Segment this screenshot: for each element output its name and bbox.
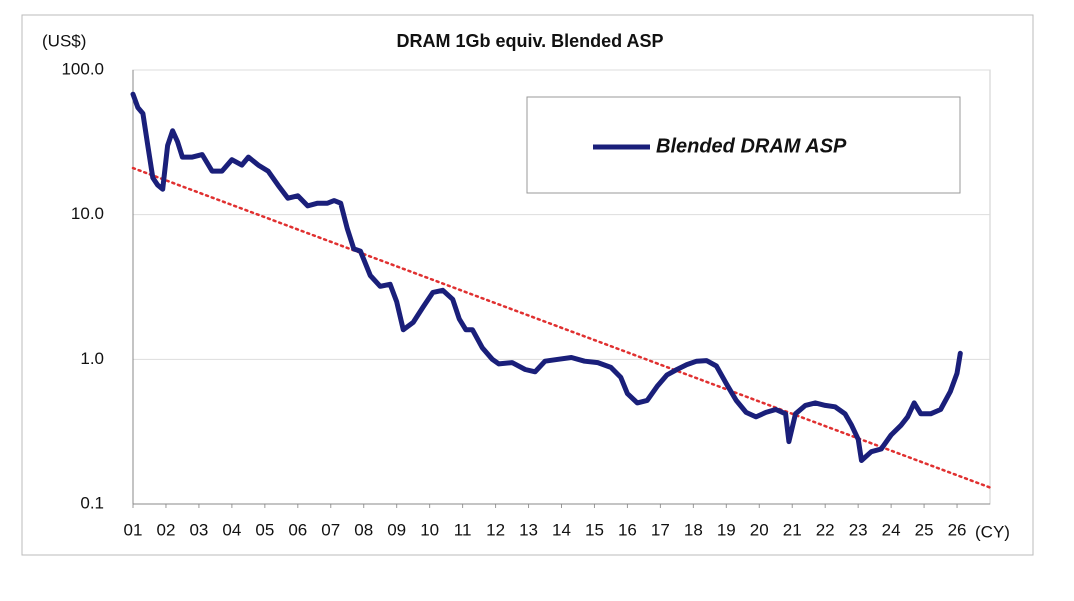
x-tick-label: 23 bbox=[849, 520, 868, 539]
x-tick-label: 26 bbox=[948, 520, 967, 539]
x-tick-label: 25 bbox=[915, 520, 934, 539]
x-tick-label: 13 bbox=[519, 520, 538, 539]
y-tick-label: 10.0 bbox=[71, 204, 104, 223]
x-tick-label: 01 bbox=[124, 520, 143, 539]
chart-title: DRAM 1Gb equiv. Blended ASP bbox=[396, 31, 663, 51]
x-tick-label: 08 bbox=[354, 520, 373, 539]
x-tick-label: 14 bbox=[552, 520, 571, 539]
series-line bbox=[130, 91, 963, 463]
y-axis-label: (US$) bbox=[42, 31, 86, 50]
x-tick-label: 10 bbox=[420, 520, 439, 539]
x-tick-label: 17 bbox=[651, 520, 670, 539]
x-tick-label: 19 bbox=[717, 520, 736, 539]
x-tick-label: 15 bbox=[585, 520, 604, 539]
x-tick-label: 22 bbox=[816, 520, 835, 539]
x-tick-label: 06 bbox=[288, 520, 307, 539]
y-tick-label: 0.1 bbox=[80, 493, 104, 512]
x-tick-label: 07 bbox=[321, 520, 340, 539]
trend-line bbox=[131, 166, 992, 489]
legend-label: Blended DRAM ASP bbox=[656, 135, 847, 157]
y-tick-label: 100.0 bbox=[61, 59, 104, 78]
x-tick-label: 18 bbox=[684, 520, 703, 539]
chart-frame bbox=[21, 14, 1034, 556]
x-tick-label: 05 bbox=[255, 520, 274, 539]
x-tick-label: 03 bbox=[189, 520, 208, 539]
x-tick-label: 02 bbox=[157, 520, 176, 539]
x-tick-label: 09 bbox=[387, 520, 406, 539]
x-tick-label: 24 bbox=[882, 520, 901, 539]
x-tick-label: 11 bbox=[454, 520, 472, 539]
x-axis-label: (CY) bbox=[975, 522, 1010, 541]
x-tick-label: 04 bbox=[222, 520, 241, 539]
x-tick-label: 12 bbox=[486, 520, 505, 539]
x-tick-label: 16 bbox=[618, 520, 637, 539]
x-tick-label: 20 bbox=[750, 520, 769, 539]
y-tick-label: 1.0 bbox=[80, 349, 104, 368]
x-tick-label: 21 bbox=[783, 520, 802, 539]
